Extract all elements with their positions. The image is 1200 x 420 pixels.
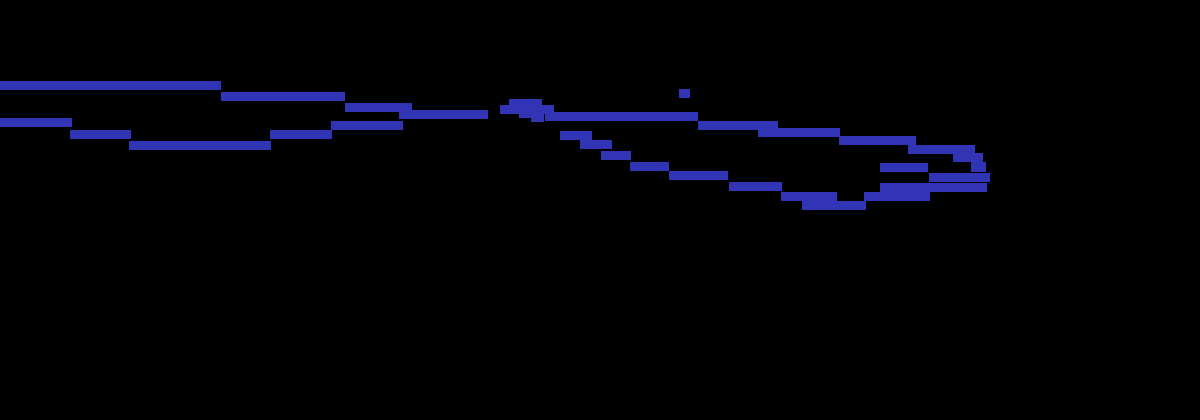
lower-trace-segment bbox=[0, 118, 72, 127]
lower-trace-segment bbox=[760, 182, 782, 191]
lower-trace-segment bbox=[669, 171, 728, 180]
lower-trace-segment bbox=[802, 201, 866, 210]
lower-trace-segment bbox=[399, 110, 488, 119]
upper-trace-segment bbox=[531, 113, 544, 122]
lower-trace-segment bbox=[630, 162, 669, 171]
upper-trace-segment bbox=[221, 92, 345, 101]
isolated-marker bbox=[679, 89, 690, 98]
lower-trace-segment bbox=[781, 192, 837, 201]
lower-trace-segment bbox=[880, 163, 928, 172]
upper-trace-segment bbox=[758, 128, 840, 137]
upper-trace-segment bbox=[541, 105, 554, 114]
lower-trace-segment bbox=[560, 131, 592, 140]
lower-trace-segment bbox=[580, 140, 612, 149]
lower-trace-segment bbox=[929, 173, 985, 182]
lower-trace-segment bbox=[500, 105, 521, 114]
upper-trace-segment bbox=[908, 145, 975, 154]
lower-trace-segment bbox=[864, 192, 930, 201]
lower-trace-segment bbox=[880, 183, 986, 192]
lower-trace-segment bbox=[729, 182, 781, 191]
upper-trace-segment bbox=[519, 108, 542, 118]
upper-trace-segment bbox=[0, 81, 221, 90]
upper-trace-segment bbox=[698, 121, 778, 130]
upper-trace-segment bbox=[545, 112, 698, 121]
upper-trace-segment bbox=[839, 136, 916, 145]
upper-trace-segment bbox=[345, 103, 412, 112]
lower-trace-segment bbox=[129, 141, 271, 150]
upper-trace-segment bbox=[971, 162, 986, 172]
lower-trace-segment bbox=[601, 151, 631, 160]
lower-trace-segment bbox=[331, 121, 403, 130]
upper-trace-segment bbox=[953, 153, 983, 162]
lower-trace-segment bbox=[270, 130, 332, 139]
upper-trace-segment bbox=[509, 99, 542, 109]
lower-trace-segment bbox=[70, 130, 131, 139]
